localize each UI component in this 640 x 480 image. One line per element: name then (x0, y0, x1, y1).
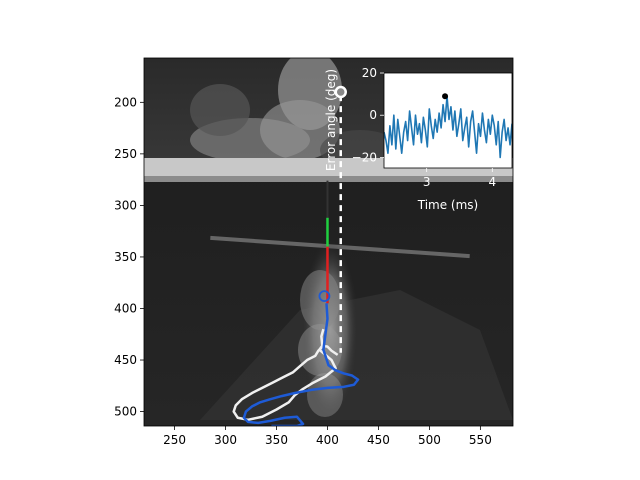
y-tick-label: 350 (114, 250, 137, 264)
image-frame (143, 57, 514, 427)
inset-x-tick-label: 3 (423, 175, 431, 189)
inset-marker-point (442, 93, 449, 100)
x-tick-label: 450 (367, 433, 390, 447)
y-tick-label: 450 (114, 353, 137, 367)
inset-y-tick-label: −20 (352, 150, 377, 164)
marker-circle (334, 85, 347, 99)
y-tick-label: 200 (114, 95, 137, 109)
trajectory-overlays (232, 85, 360, 426)
y-axis: 200 250 300 350 400 450 500 (114, 95, 144, 419)
inset-background (384, 73, 512, 168)
x-axis: 250 300 350 400 450 500 550 (163, 426, 492, 447)
x-tick-label: 250 (163, 433, 186, 447)
x-tick-label: 500 (418, 433, 441, 447)
y-tick-label: 400 (114, 301, 137, 315)
blue-loop (318, 290, 331, 303)
inset-x-tick-label: 4 (488, 175, 496, 189)
inset-y-tick-label: 0 (369, 108, 377, 122)
x-tick-label: 300 (214, 433, 237, 447)
inset-frame (383, 72, 513, 169)
inset-x-axis-label: Time (ms) (417, 198, 479, 212)
inset-plot (384, 93, 512, 159)
inset-y-axis-label: Error angle (deg) (324, 69, 338, 171)
error-angle-series (384, 95, 512, 159)
y-tick-label: 500 (114, 405, 137, 419)
x-tick-label: 400 (316, 433, 339, 447)
x-tick-label: 550 (469, 433, 492, 447)
blue-trajectory (242, 303, 360, 426)
inset-y-axis: 20 0 −20 (352, 66, 384, 164)
y-tick-label: 300 (114, 198, 137, 212)
inset-y-tick-label: 20 (362, 66, 377, 80)
x-tick-label: 350 (265, 433, 288, 447)
y-tick-label: 250 (114, 147, 137, 161)
